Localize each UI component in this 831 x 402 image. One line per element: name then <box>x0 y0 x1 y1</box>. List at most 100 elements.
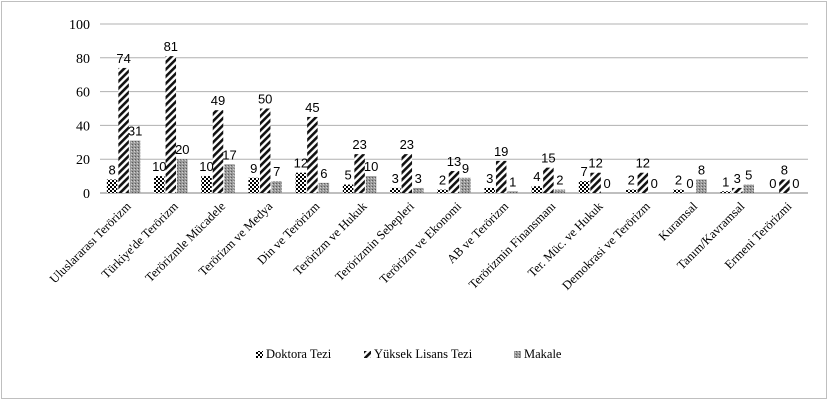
bar-doktora <box>154 176 165 193</box>
category-label: Terörizmin Finansmanı <box>466 199 559 292</box>
data-label-doktora: 1 <box>722 174 729 189</box>
legend-label-yuksek-lisans: Yüksek Lisans Tezi <box>374 347 473 361</box>
y-axis-ticks: 0 20 40 60 80 100 <box>69 18 90 202</box>
category-label: Terörizmle Mücadele <box>143 199 229 285</box>
data-label-makale: 0 <box>651 176 658 191</box>
bar-makale <box>365 176 377 193</box>
data-label-makale: 6 <box>320 166 327 181</box>
data-label-makale: 17 <box>222 147 236 162</box>
data-label-doktora: 2 <box>628 173 635 188</box>
data-label-yuksek-lisans: 0 <box>686 176 693 191</box>
bar-makale <box>696 179 707 193</box>
legend-label-doktora: Doktora Tezi <box>266 347 332 361</box>
data-label-makale: 2 <box>556 173 563 188</box>
data-label-yuksek-lisans: 15 <box>541 151 555 166</box>
data-label-yuksek-lisans: 74 <box>116 51 130 66</box>
data-label-makale: 0 <box>792 176 799 191</box>
data-label-makale: 9 <box>462 161 469 176</box>
bar-makale <box>554 189 566 193</box>
bar-yuksek-lisans <box>354 154 365 193</box>
data-label-doktora: 0 <box>769 176 776 191</box>
data-label-yuksek-lisans: 8 <box>781 162 788 177</box>
data-label-doktora: 7 <box>580 164 587 179</box>
bar-makale <box>224 164 235 193</box>
data-label-makale: 3 <box>415 171 422 186</box>
bar-yuksek-lisans <box>401 154 413 193</box>
bar-yuksek-lisans <box>637 172 649 193</box>
bar-makale <box>271 181 282 193</box>
bar-doktora <box>390 187 401 193</box>
bar-yuksek-lisans <box>590 172 601 193</box>
data-label-yuksek-lisans: 23 <box>400 137 414 152</box>
data-label-doktora: 3 <box>486 171 493 186</box>
bar-doktora <box>626 189 637 193</box>
bar-yuksek-lisans <box>779 179 790 193</box>
data-label-makale: 20 <box>175 142 189 157</box>
category-label: Uluslararası Terörizm <box>47 199 134 286</box>
y-tick-label: 40 <box>76 119 90 134</box>
data-label-yuksek-lisans: 45 <box>305 100 319 115</box>
bar-makale <box>318 182 330 193</box>
data-label-makale: 10 <box>364 159 378 174</box>
bar-yuksek-lisans <box>731 187 743 193</box>
bar-yuksek-lisans <box>118 67 129 193</box>
legend-label-makale: Makale <box>524 347 562 361</box>
legend: Doktora Tezi Yüksek Lisans Tezi Makale <box>256 347 562 361</box>
bar-yuksek-lisans <box>212 110 224 193</box>
data-label-doktora: 9 <box>250 161 257 176</box>
data-label-doktora: 8 <box>108 162 115 177</box>
data-label-makale: 5 <box>745 168 752 183</box>
data-label-doktora: 10 <box>199 159 213 174</box>
data-label-yuksek-lisans: 3 <box>734 171 741 186</box>
data-label-yuksek-lisans: 19 <box>494 144 508 159</box>
data-label-doktora: 3 <box>392 171 399 186</box>
data-label-yuksek-lisans: 49 <box>211 93 225 108</box>
data-label-doktora: 2 <box>675 173 682 188</box>
bar-doktora <box>248 177 259 193</box>
legend-swatch-makale <box>514 351 521 358</box>
data-label-yuksek-lisans: 23 <box>352 137 366 152</box>
y-tick-label: 80 <box>76 52 90 67</box>
y-tick-label: 100 <box>69 18 90 33</box>
data-label-yuksek-lisans: 12 <box>636 156 650 171</box>
bar-yuksek-lisans <box>448 171 460 193</box>
y-tick-label: 20 <box>76 153 90 168</box>
bar-doktora <box>295 172 307 193</box>
bar-yuksek-lisans <box>165 56 177 193</box>
bar-doktora <box>201 176 212 193</box>
category-label: Kuramsal <box>656 199 701 244</box>
bar-makale <box>177 159 188 193</box>
bar-doktora <box>720 191 731 193</box>
bar-doktora <box>531 186 543 193</box>
bar-doktora <box>106 179 118 193</box>
data-label-doktora: 2 <box>439 173 446 188</box>
data-label-doktora: 4 <box>533 169 540 184</box>
bar-doktora <box>437 189 448 193</box>
data-label-makale: 1 <box>509 174 516 189</box>
data-label-yuksek-lisans: 13 <box>447 154 461 169</box>
bar-doktora <box>578 181 590 193</box>
data-label-makale: 7 <box>273 164 280 179</box>
bars <box>106 56 790 193</box>
bar-yuksek-lisans <box>543 167 554 193</box>
data-label-yuksek-lisans: 81 <box>164 39 178 54</box>
bar-makale <box>129 140 141 193</box>
bar-yuksek-lisans <box>307 116 318 193</box>
data-label-makale: 8 <box>698 162 705 177</box>
bar-makale <box>460 177 471 193</box>
bar-yuksek-lisans <box>495 160 507 193</box>
bar-yuksek-lisans <box>259 108 271 193</box>
data-label-doktora: 5 <box>344 168 351 183</box>
bar-makale <box>413 187 424 193</box>
bar-doktora <box>484 187 495 193</box>
category-label: Terörizmin Sebepleri <box>332 199 417 284</box>
bar-doktora <box>342 184 354 193</box>
bar-makale <box>743 184 754 193</box>
data-label-doktora: 12 <box>294 156 308 171</box>
category-label: Terörizm ve Ekonomi <box>377 199 465 287</box>
y-tick-label: 60 <box>76 86 90 101</box>
